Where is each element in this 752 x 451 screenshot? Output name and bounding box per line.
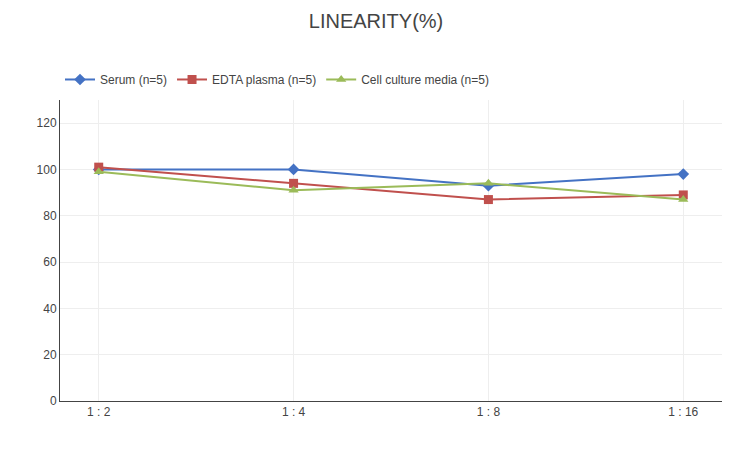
svg-text:1 : 4: 1 : 4 [282,405,306,419]
svg-text:1 : 2: 1 : 2 [87,405,111,419]
svg-text:20: 20 [43,348,57,362]
svg-text:40: 40 [43,302,57,316]
svg-text:1 : 8: 1 : 8 [477,405,501,419]
svg-text:100: 100 [37,163,57,177]
svg-text:0: 0 [50,394,57,408]
svg-text:LINEARITY(%): LINEARITY(%) [309,10,443,32]
svg-text:EDTA plasma (n=5): EDTA plasma (n=5) [212,73,316,87]
svg-text:60: 60 [43,255,57,269]
svg-text:Serum (n=5): Serum (n=5) [100,73,167,87]
svg-text:80: 80 [43,209,57,223]
svg-text:1 : 16: 1 : 16 [668,405,698,419]
svg-text:120: 120 [37,116,57,130]
svg-text:Cell culture media (n=5): Cell culture media (n=5) [361,73,489,87]
